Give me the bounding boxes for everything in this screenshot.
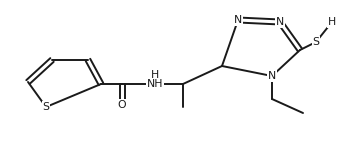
Text: N: N xyxy=(151,79,159,89)
Text: NH: NH xyxy=(147,79,163,89)
Text: H: H xyxy=(328,17,336,27)
Text: S: S xyxy=(312,37,320,47)
Text: N: N xyxy=(268,71,276,81)
Text: O: O xyxy=(118,100,126,110)
Text: S: S xyxy=(43,102,49,112)
Text: N: N xyxy=(276,17,284,27)
Text: N: N xyxy=(234,15,242,25)
Text: H: H xyxy=(151,70,159,80)
